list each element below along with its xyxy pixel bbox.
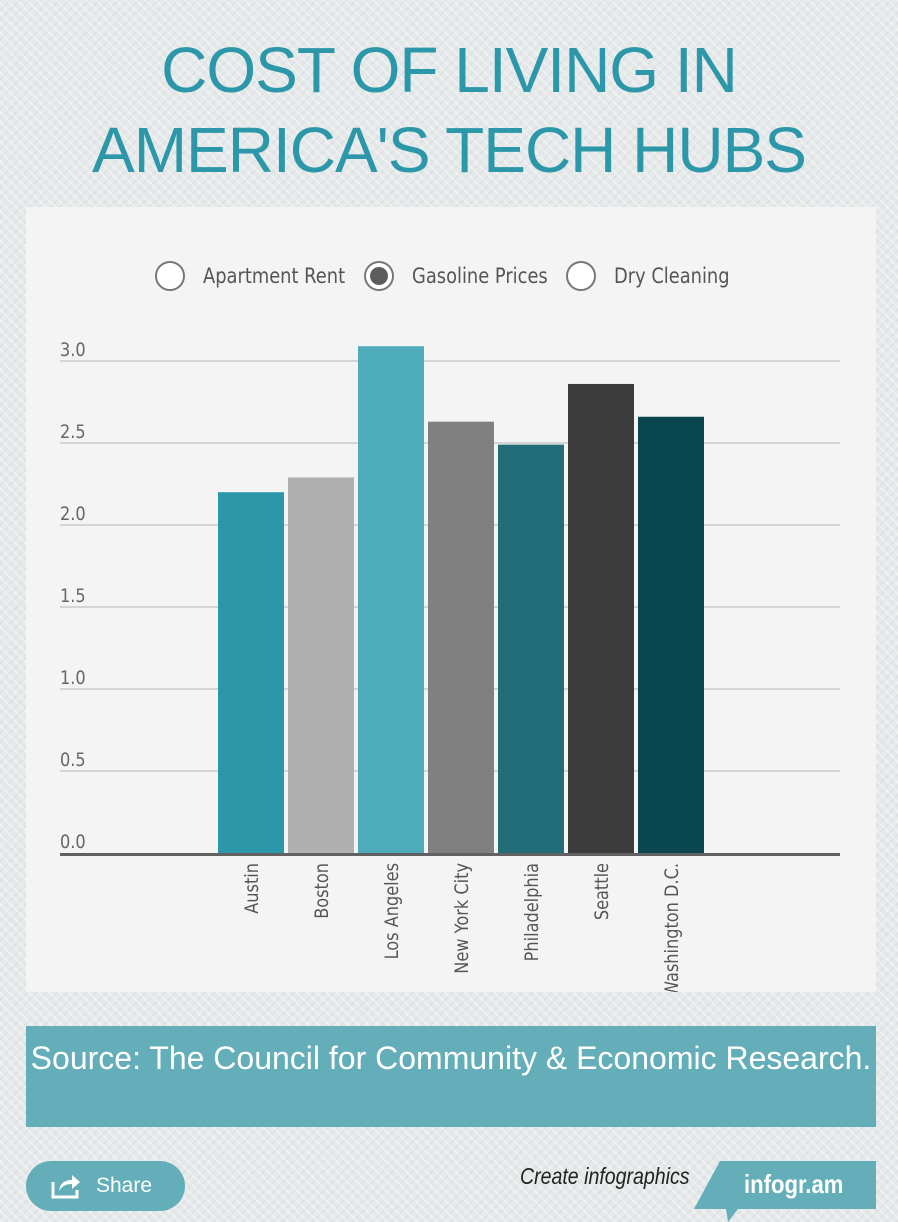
bar-seattle — [568, 383, 634, 853]
x-tick-label: Austin — [242, 863, 264, 914]
metric-selector: Apartment Rent Gasoline Prices Dry Clean… — [26, 259, 876, 293]
bar-new-york-city — [428, 421, 494, 853]
y-tick-label: 1.0 — [60, 668, 86, 690]
y-tick-label: 0.0 — [60, 832, 86, 854]
x-tick-label: Seattle — [592, 863, 614, 920]
radio-label: Dry Cleaning — [614, 264, 730, 288]
create-infographics-link[interactable]: Create infographics — [520, 1163, 690, 1189]
share-icon — [51, 1175, 80, 1199]
chart-panel: Apartment Rent Gasoline Prices Dry Clean… — [26, 207, 876, 992]
x-tick-label: Washington D.C. — [662, 863, 684, 992]
y-tick-label: 3.0 — [60, 340, 86, 362]
source-banner: Source: The Council for Community & Econ… — [26, 1026, 876, 1127]
title-line-2: AMERICA'S TECH HUBS — [92, 114, 807, 186]
bar-chart: 0.0 0.5 1.0 1.5 2.0 2.5 3.0 Austin Boston Los Ang… — [60, 340, 840, 992]
radio-label: Apartment Rent — [203, 264, 346, 288]
bar-philadelphia — [498, 444, 564, 853]
brand-name: infogr.am — [744, 1169, 844, 1199]
y-tick-label: 0.5 — [60, 750, 86, 772]
bar-washington-d-c — [638, 416, 704, 853]
bar-austin — [218, 492, 284, 853]
x-tick-label: New York City — [452, 863, 474, 974]
radio-apartment-rent[interactable]: Apartment Rent — [155, 259, 370, 293]
x-tick-label: Boston — [312, 863, 334, 919]
brand-flag-shape — [694, 1161, 876, 1222]
title-line-1: COST OF LIVING IN — [161, 34, 738, 106]
radio-checked-icon — [364, 261, 394, 291]
y-tick-label: 2.5 — [60, 422, 86, 444]
radio-dry-cleaning[interactable]: Dry Cleaning — [566, 259, 750, 293]
radio-gasoline-prices[interactable]: Gasoline Prices — [364, 259, 572, 293]
bar-los-angeles — [358, 346, 424, 853]
radio-circle-icon — [566, 261, 596, 291]
radio-label: Gasoline Prices — [412, 264, 548, 288]
x-tick-label: Philadelphia — [522, 863, 544, 961]
brand-logo[interactable]: infogr.am — [694, 1161, 876, 1222]
x-tick-label: Los Angeles — [382, 863, 404, 959]
share-button[interactable]: Share — [26, 1161, 185, 1211]
y-tick-label: 2.0 — [60, 504, 86, 526]
bar-boston — [288, 477, 354, 853]
source-text: Source: The Council for Community & Econ… — [30, 1040, 872, 1076]
page-title: COST OF LIVING IN AMERICA'S TECH HUBS — [0, 30, 898, 190]
share-label: Share — [96, 1174, 153, 1197]
radio-circle-icon — [155, 261, 185, 291]
y-tick-label: 1.5 — [60, 586, 86, 608]
